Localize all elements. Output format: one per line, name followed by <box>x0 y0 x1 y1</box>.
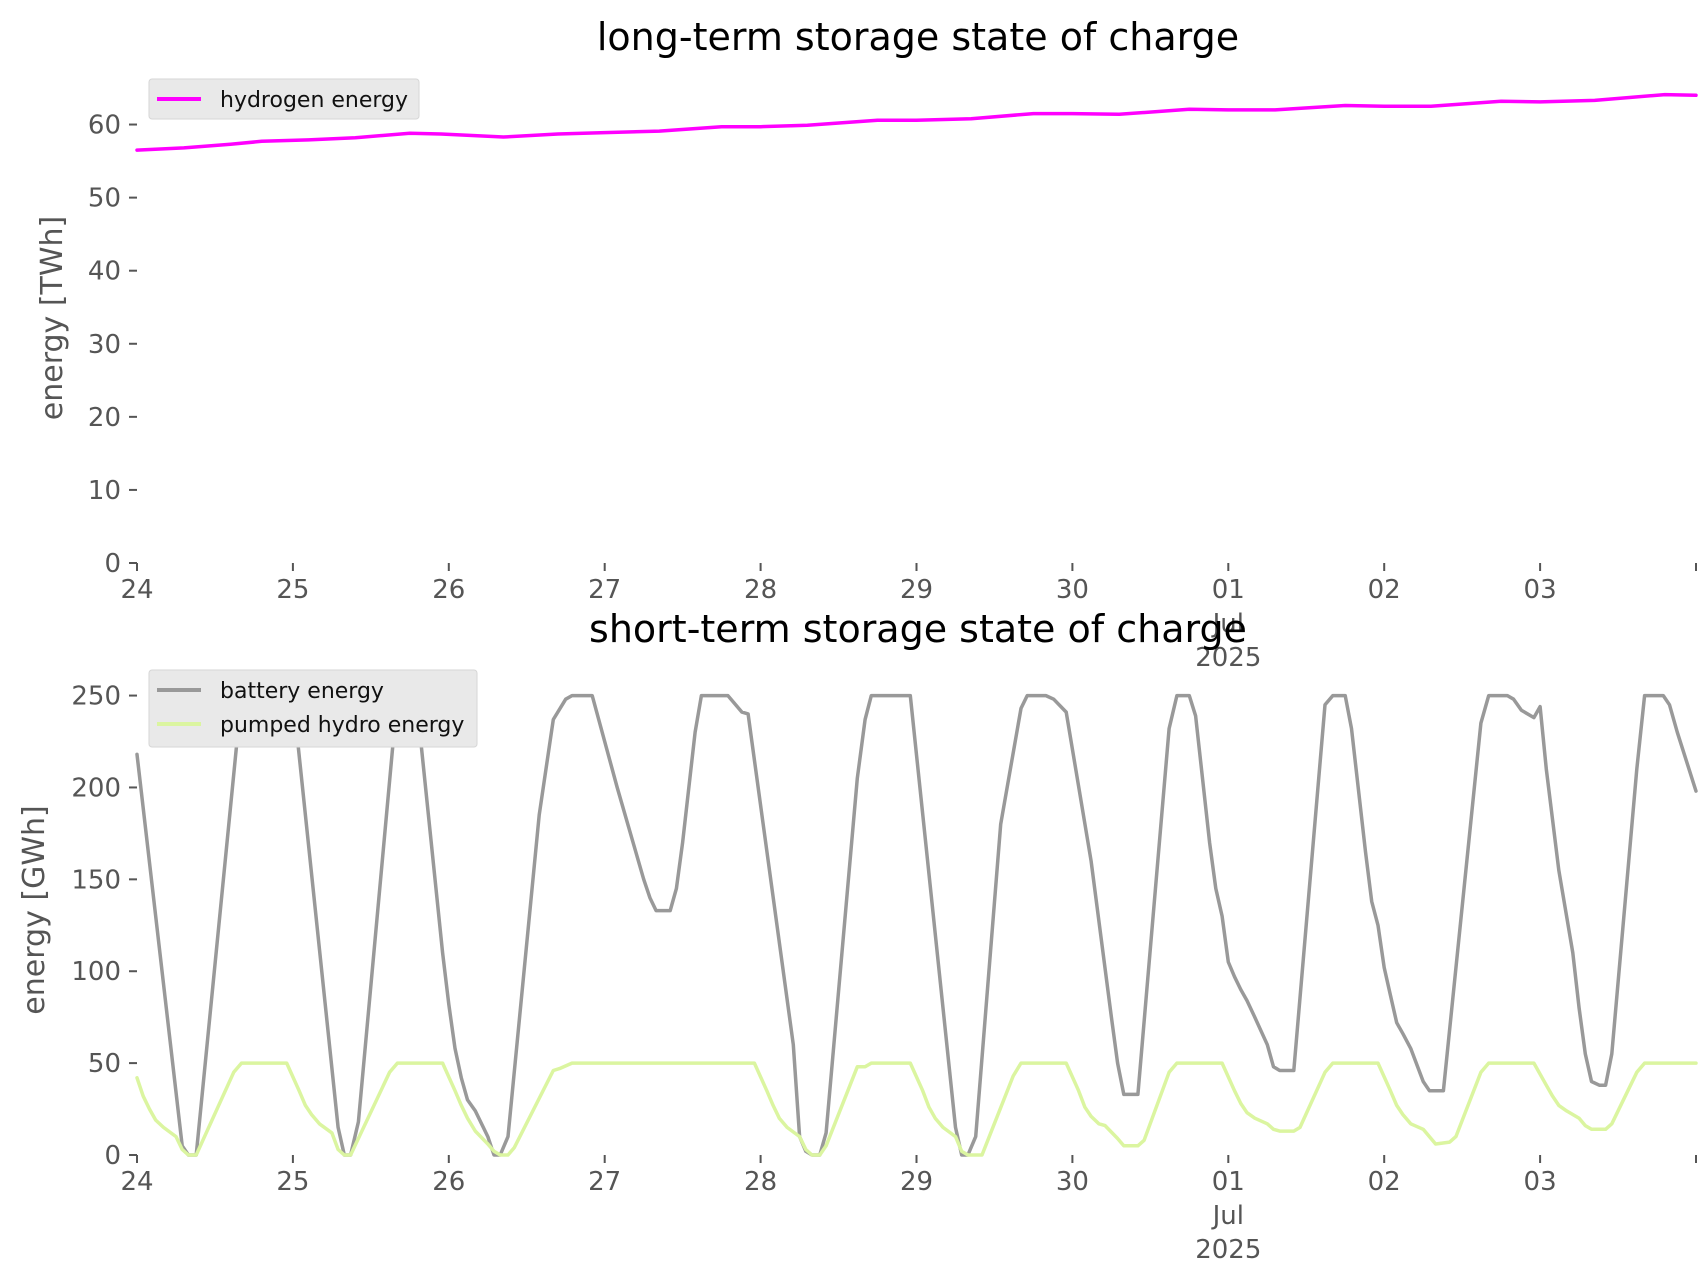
legend: battery energy pumped hydro energy <box>148 669 478 748</box>
x-tick-label: 25 <box>276 1167 309 1197</box>
x-tick-label: 03 <box>1524 1167 1557 1197</box>
y-tick-label: 30 <box>88 330 121 360</box>
x-tick-label: 29 <box>900 1167 933 1197</box>
long-term-chart: long-term storage state of charge energy… <box>35 15 1698 673</box>
x-tick-label: 28 <box>744 1167 777 1197</box>
y-tick-label: 10 <box>88 476 121 506</box>
series-lines <box>135 92 1698 152</box>
legend-label: hydrogen energy <box>220 88 408 113</box>
x-tick-label: 26 <box>432 1167 465 1197</box>
y-axis-label: energy [GWh] <box>17 805 52 1014</box>
chart-title: short-term storage state of charge <box>589 607 1247 651</box>
short-term-chart: short-term storage state of charge energ… <box>17 607 1698 1265</box>
series-line-battery-energy <box>135 693 1698 1157</box>
x-tick-label: 24 <box>120 575 153 605</box>
y-tick-label: 50 <box>88 184 121 214</box>
x-tick-label: 30 <box>1056 1167 1089 1197</box>
legend-box <box>148 78 420 120</box>
series-line-hydrogen-energy <box>135 92 1698 152</box>
x-tick-label: 02 <box>1368 575 1401 605</box>
legend-label: pumped hydro energy <box>220 713 464 738</box>
x-tick-label: 01 Jul 2025 <box>1195 1167 1261 1265</box>
x-tick-label: 02 <box>1368 1167 1401 1197</box>
legend-box <box>148 669 478 748</box>
y-tick-label: 200 <box>71 773 121 803</box>
x-tick-label: 25 <box>276 575 309 605</box>
y-tick-label: 250 <box>71 682 121 712</box>
x-tick-label: 30 <box>1056 575 1089 605</box>
series-lines <box>135 693 1698 1157</box>
chart-title: long-term storage state of charge <box>597 15 1239 59</box>
y-tick-label: 60 <box>88 111 121 141</box>
y-tick-label: 0 <box>104 1141 121 1171</box>
series-line-pumped-hydro-energy <box>135 1061 1698 1157</box>
y-tick-label: 40 <box>88 257 121 287</box>
axis-ticks: 0 50 100 150 200 250 24 25 26 27 28 29 30 01 Jul 2025 02… <box>71 682 1697 1265</box>
y-axis-label: energy [TWh] <box>35 216 70 420</box>
x-tick-label: 26 <box>432 575 465 605</box>
y-tick-label: 100 <box>71 957 121 987</box>
axis-ticks: 0 10 20 30 40 50 60 24 25 26 27 28 29 30 01 Jul 2025 02 03 <box>88 111 1697 673</box>
x-tick-label: 27 <box>588 575 621 605</box>
y-tick-label: 50 <box>88 1049 121 1079</box>
legend-label: battery energy <box>220 679 384 704</box>
x-tick-label: 03 <box>1524 575 1557 605</box>
x-tick-label: 27 <box>588 1167 621 1197</box>
y-tick-label: 20 <box>88 403 121 433</box>
legend: hydrogen energy <box>148 78 420 120</box>
y-tick-label: 0 <box>104 549 121 579</box>
x-tick-label: 29 <box>900 575 933 605</box>
y-tick-label: 150 <box>71 865 121 895</box>
x-tick-label: 28 <box>744 575 777 605</box>
x-tick-label: 24 <box>120 1167 153 1197</box>
x-tick-label: 01 Jul 2025 <box>1195 575 1261 673</box>
